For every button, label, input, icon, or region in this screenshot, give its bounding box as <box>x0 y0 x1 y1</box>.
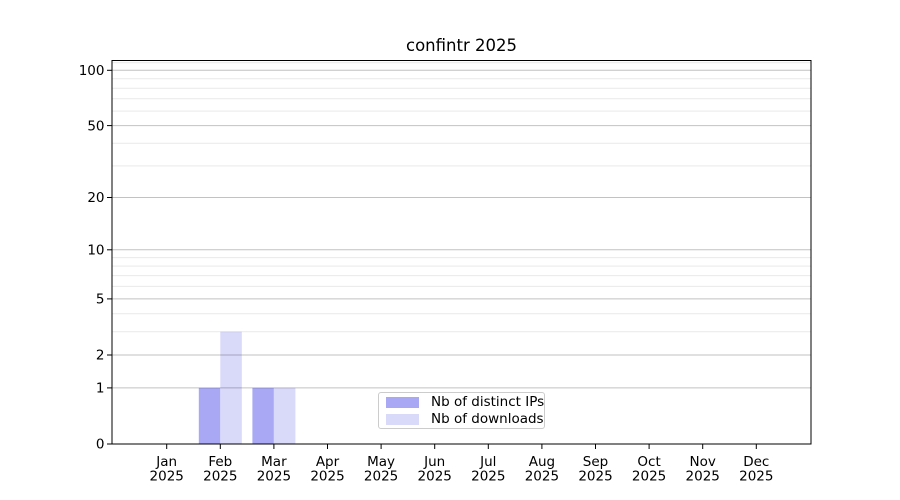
x-tick-label: Dec 2025 <box>739 454 773 485</box>
y-tick-label: 50 <box>87 118 104 134</box>
legend-swatch-downloads-icon <box>386 413 419 425</box>
x-tick-label: Apr 2025 <box>310 454 344 485</box>
y-axis: 0 1 2 5 10 20 50 100 <box>79 63 112 453</box>
legend-item-downloads: Nb of downloads <box>386 412 544 426</box>
y-tick-label: 1 <box>96 381 105 397</box>
x-tick-label: Aug 2025 <box>525 454 559 485</box>
bar <box>273 387 296 444</box>
y-tick-label: 2 <box>96 348 105 364</box>
x-tick-label: Jun 2025 <box>418 454 452 485</box>
bar <box>252 387 274 444</box>
legend-label-distinct-ips: Nb of distinct IPs <box>431 393 545 410</box>
y-tick-label: 10 <box>87 243 104 259</box>
y-tick-label: 100 <box>79 63 105 79</box>
y-tick-label: 0 <box>96 437 105 453</box>
x-tick-label: May 2025 <box>364 454 398 485</box>
axes-frame <box>111 60 812 445</box>
x-tick-label: Feb 2025 <box>203 454 237 485</box>
x-tick-label: Jul 2025 <box>471 454 505 485</box>
y-tick-label: 5 <box>96 292 105 308</box>
y-tick-label: 20 <box>87 190 104 206</box>
y-gridlines <box>112 62 811 389</box>
x-tick-label: Oct 2025 <box>632 454 666 485</box>
legend-swatch-distinct-ips-icon <box>386 396 419 408</box>
x-tick-label: Nov 2025 <box>686 454 720 485</box>
legend-item-distinct-ips: Nb of distinct IPs <box>386 395 544 409</box>
bars-series-0 <box>198 387 274 444</box>
bar <box>198 387 221 444</box>
x-tick-label: Mar 2025 <box>257 454 291 485</box>
x-tick-label: Sep 2025 <box>578 454 612 485</box>
chart-title: confintr 2025 <box>406 36 517 55</box>
legend: Nb of distinct IPs Nb of downloads <box>378 392 545 429</box>
legend-label-downloads: Nb of downloads <box>431 410 544 427</box>
x-tick-label: Jan 2025 <box>150 454 184 485</box>
x-axis: Jan 2025 Feb 2025 Mar 2025 Apr 2025 May 2025 Jun 20… <box>150 444 773 485</box>
